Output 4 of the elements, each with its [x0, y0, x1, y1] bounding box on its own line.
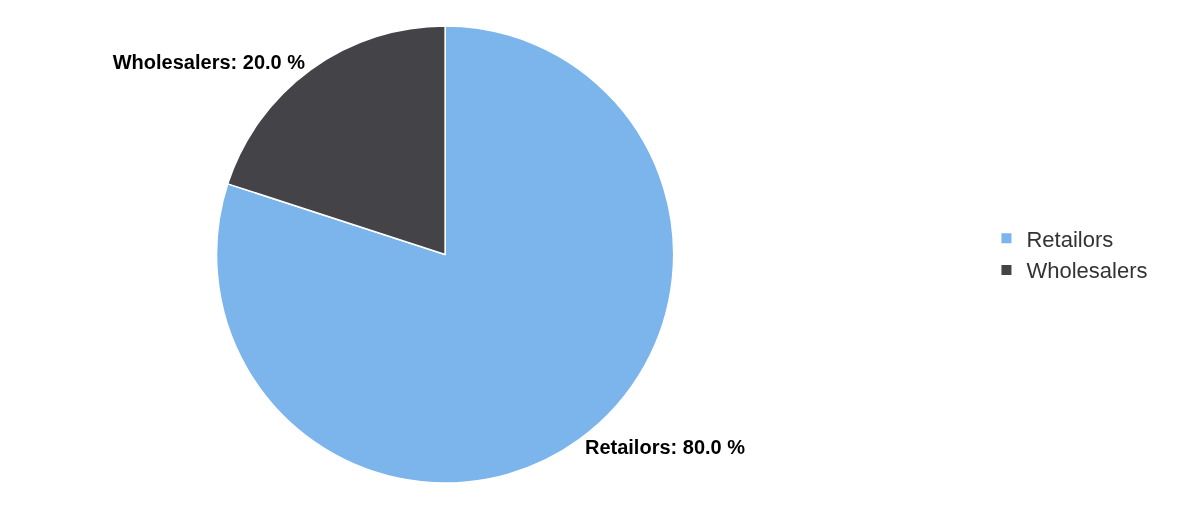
data-label: Wholesalers: 20.0 %	[112, 51, 306, 74]
legend-label: Retailors	[1026, 226, 1114, 252]
legend-label: Wholesalers	[1026, 258, 1148, 284]
data-label: Retailors: 80.0 %	[584, 435, 746, 458]
